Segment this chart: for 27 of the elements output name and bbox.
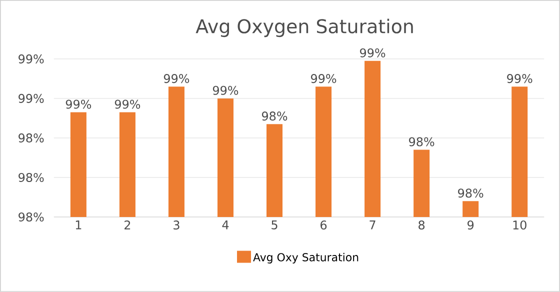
x-tick-label: 1: [76, 220, 82, 230]
x-tick-label: 3: [174, 220, 180, 230]
x-tick-label: 10: [513, 220, 526, 230]
legend-label: Avg Oxy Saturation: [253, 252, 358, 264]
data-label: 98%: [458, 188, 484, 198]
chart-title: Avg Oxygen Saturation: [196, 18, 413, 38]
data-label: 98%: [409, 137, 434, 146]
x-tick-label: 2: [124, 220, 130, 230]
y-tick-label: 98%: [18, 172, 44, 182]
x-tick-label: 6: [320, 220, 327, 230]
data-label: 99%: [507, 74, 532, 84]
x-tick-label: 8: [418, 220, 425, 230]
x-tick-label: 9: [468, 220, 474, 230]
y-tick-label: 98%: [18, 212, 44, 222]
data-label: 99%: [310, 74, 336, 84]
y-tick-label: 99%: [18, 54, 44, 64]
data-label: 99%: [212, 86, 238, 95]
y-tick-label: 99%: [18, 94, 44, 104]
x-tick-label: 5: [272, 220, 278, 230]
data-label: 99%: [66, 100, 92, 109]
y-tick-label: 98%: [18, 133, 44, 143]
data-label: 99%: [164, 74, 190, 84]
data-label: 99%: [360, 48, 386, 58]
data-label: 98%: [262, 112, 288, 121]
x-tick-label: 4: [222, 220, 229, 230]
data-label: 99%: [114, 100, 140, 109]
x-tick-label: 7: [370, 220, 376, 230]
